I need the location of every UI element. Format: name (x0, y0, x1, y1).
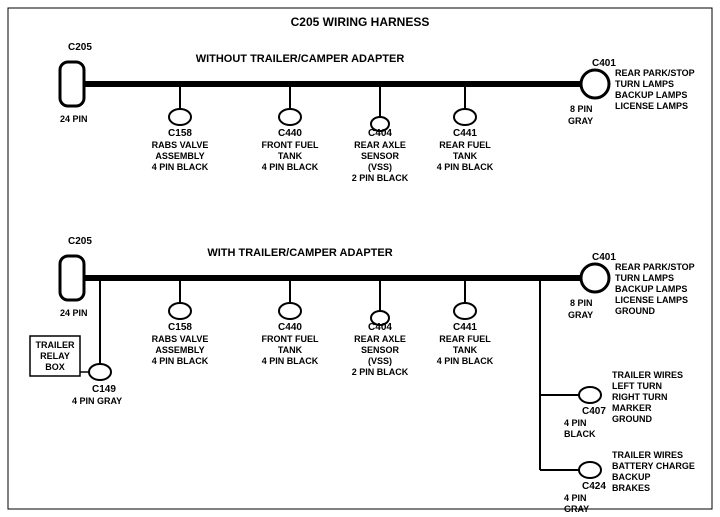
drop-desc: REAR FUEL (439, 140, 491, 150)
drop-id: C441 (453, 322, 477, 333)
right-connector (581, 264, 609, 292)
right-conn-desc: REAR PARK/STOP (615, 262, 695, 272)
drop-connector (454, 109, 476, 125)
drop-id: C440 (278, 322, 302, 333)
right-connector (581, 70, 609, 98)
branch-desc: BATTERY CHARGE (612, 461, 695, 471)
drop-desc: 4 PIN BLACK (262, 356, 319, 366)
relay-box-label: BOX (45, 362, 65, 372)
branch-desc: TRAILER WIRES (612, 370, 683, 380)
drop-desc: (VSS) (368, 162, 392, 172)
branch-desc: GROUND (612, 414, 652, 424)
branch-desc: TRAILER WIRES (612, 450, 683, 460)
right-conn-pin: 8 PIN (570, 298, 593, 308)
branch-pin: 4 PIN (564, 418, 587, 428)
right-conn-desc: TURN LAMPS (615, 273, 674, 283)
drop-connector (279, 109, 301, 125)
section-subtitle: WITHOUT TRAILER/CAMPER ADAPTER (196, 53, 405, 65)
drop-id: C440 (278, 128, 302, 139)
left-conn-id: C205 (68, 42, 92, 53)
drop-connector (279, 303, 301, 319)
right-conn-pin: 8 PIN (570, 104, 593, 114)
branch-pin: 4 PIN (564, 493, 587, 503)
left-connector (60, 62, 84, 106)
drop-connector (454, 303, 476, 319)
branch-pin: GRAY (564, 504, 589, 514)
left-conn-pin: 24 PIN (60, 308, 88, 318)
drop-desc: TANK (278, 345, 303, 355)
drop-desc: 4 PIN BLACK (152, 162, 209, 172)
left-connector (60, 256, 84, 300)
drop-desc: 4 PIN BLACK (437, 356, 494, 366)
right-conn-desc: GROUND (615, 306, 655, 316)
right-conn-desc: BACKUP LAMPS (615, 90, 687, 100)
drop-desc: RABS VALVE (152, 334, 209, 344)
relay-id: C149 (92, 384, 116, 395)
drop-connector (169, 303, 191, 319)
branch-pin: BLACK (564, 429, 596, 439)
drop-desc: REAR FUEL (439, 334, 491, 344)
drop-desc: TANK (453, 151, 478, 161)
branch-connector (579, 462, 601, 478)
drop-desc: SENSOR (361, 345, 400, 355)
left-conn-pin: 24 PIN (60, 114, 88, 124)
drop-id: C441 (453, 128, 477, 139)
section-subtitle: WITH TRAILER/CAMPER ADAPTER (207, 247, 392, 259)
drop-id: C158 (168, 322, 192, 333)
drop-desc: (VSS) (368, 356, 392, 366)
branch-desc: RIGHT TURN (612, 392, 668, 402)
drop-desc: ASSEMBLY (155, 345, 204, 355)
drop-desc: FRONT FUEL (262, 334, 319, 344)
relay-box-label: RELAY (40, 351, 70, 361)
drop-desc: REAR AXLE (354, 140, 406, 150)
right-conn-id: C401 (592, 58, 616, 69)
drop-desc: 4 PIN BLACK (262, 162, 319, 172)
drop-id: C404 (368, 128, 392, 139)
branch-id: C407 (582, 406, 606, 417)
drop-desc: RABS VALVE (152, 140, 209, 150)
branch-desc: BRAKES (612, 483, 650, 493)
right-conn-desc: LICENSE LAMPS (615, 101, 688, 111)
drop-desc: ASSEMBLY (155, 151, 204, 161)
drop-desc: TANK (278, 151, 303, 161)
branch-desc: MARKER (612, 403, 652, 413)
relay-box-label: TRAILER (36, 340, 75, 350)
right-conn-pin: GRAY (568, 116, 593, 126)
drop-desc: 4 PIN BLACK (152, 356, 209, 366)
left-conn-id: C205 (68, 236, 92, 247)
drop-desc: REAR AXLE (354, 334, 406, 344)
drop-id: C158 (168, 128, 192, 139)
right-conn-id: C401 (592, 252, 616, 263)
drop-desc: SENSOR (361, 151, 400, 161)
drop-connector (169, 109, 191, 125)
relay-pin: 4 PIN GRAY (72, 396, 122, 406)
drop-desc: TANK (453, 345, 478, 355)
branch-desc: LEFT TURN (612, 381, 662, 391)
right-conn-desc: BACKUP LAMPS (615, 284, 687, 294)
branch-id: C424 (582, 481, 606, 492)
right-conn-desc: LICENSE LAMPS (615, 295, 688, 305)
wiring-diagram: C205 WIRING HARNESS WITHOUT TRAILER/CAMPE… (0, 0, 720, 517)
right-conn-desc: REAR PARK/STOP (615, 68, 695, 78)
right-conn-desc: TURN LAMPS (615, 79, 674, 89)
branch-desc: BACKUP (612, 472, 651, 482)
drop-desc: 2 PIN BLACK (352, 173, 409, 183)
drop-id: C404 (368, 322, 392, 333)
right-conn-pin: GRAY (568, 310, 593, 320)
drop-desc: 4 PIN BLACK (437, 162, 494, 172)
drop-desc: FRONT FUEL (262, 140, 319, 150)
drop-desc: 2 PIN BLACK (352, 367, 409, 377)
relay-connector (89, 364, 111, 380)
branch-connector (579, 387, 601, 403)
diagram-title: C205 WIRING HARNESS (291, 15, 430, 29)
